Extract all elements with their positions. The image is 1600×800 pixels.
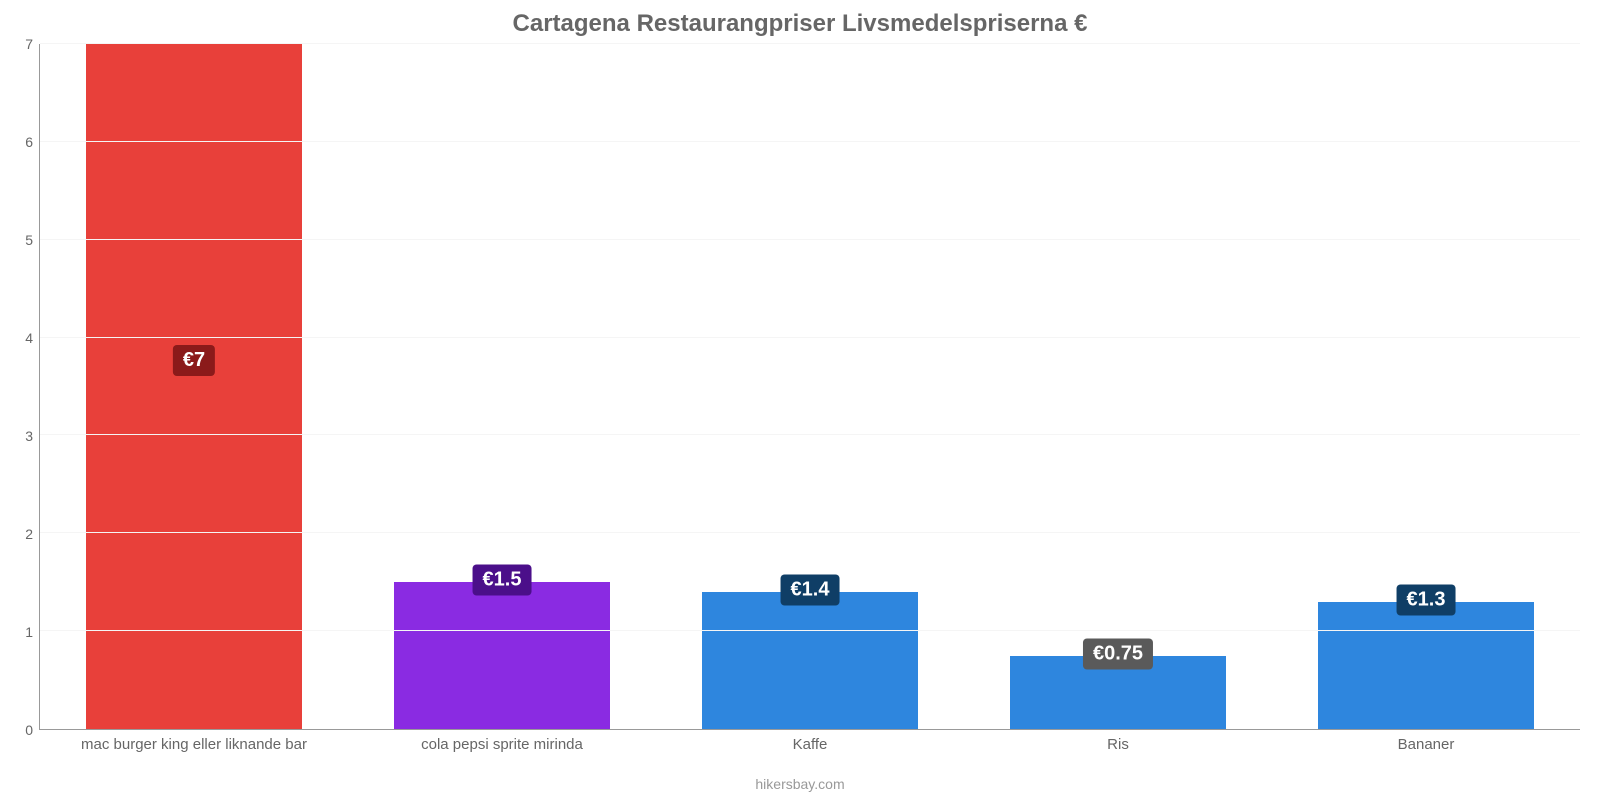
bar-value-label: €0.75 bbox=[1083, 638, 1153, 669]
chart-title: Cartagena Restaurangpriser Livsmedelspri… bbox=[0, 0, 1600, 44]
x-tick: Bananer bbox=[1272, 730, 1580, 776]
bars-layer: €7 €1.5 €1.4 €0.75 €1.3 bbox=[40, 44, 1580, 729]
bar-value-label: €7 bbox=[173, 345, 215, 376]
x-tick: Kaffe bbox=[656, 730, 964, 776]
y-tick: 6 bbox=[25, 134, 33, 150]
gridline bbox=[40, 43, 1580, 44]
bar: €1.5 bbox=[394, 582, 610, 729]
chart-footer: hikersbay.com bbox=[0, 776, 1600, 800]
gridline bbox=[40, 434, 1580, 435]
bar-slot: €1.5 bbox=[348, 44, 656, 729]
y-tick: 1 bbox=[25, 624, 33, 640]
y-tick: 0 bbox=[25, 722, 33, 738]
y-tick: 2 bbox=[25, 526, 33, 542]
x-tick: Ris bbox=[964, 730, 1272, 776]
bar-slot: €1.3 bbox=[1272, 44, 1580, 729]
bar-value-label: €1.5 bbox=[473, 565, 532, 596]
gridline bbox=[40, 337, 1580, 338]
bar-value-label: €1.4 bbox=[781, 575, 840, 606]
bar-value-label: €1.3 bbox=[1397, 584, 1456, 615]
x-tick: cola pepsi sprite mirinda bbox=[348, 730, 656, 776]
y-tick: 5 bbox=[25, 232, 33, 248]
gridline bbox=[40, 239, 1580, 240]
plot-wrapper: 01234567 €7€1.5€1.4€0.75€1.3 bbox=[0, 44, 1600, 730]
price-bar-chart: Cartagena Restaurangpriser Livsmedelspri… bbox=[0, 0, 1600, 800]
gridline bbox=[40, 141, 1580, 142]
bar-slot: €1.4 bbox=[656, 44, 964, 729]
y-axis: 01234567 bbox=[0, 44, 40, 730]
y-tick: 3 bbox=[25, 428, 33, 444]
plot-area: €7 €1.5 €1.4 €0.75 €1.3 bbox=[40, 44, 1580, 730]
gridline bbox=[40, 630, 1580, 631]
y-tick: 4 bbox=[25, 330, 33, 346]
bar-slot: €7 bbox=[40, 44, 348, 729]
bar: €1.3 bbox=[1318, 602, 1534, 729]
bar: €7 bbox=[86, 44, 302, 729]
x-axis: mac burger king eller liknande barcola p… bbox=[0, 730, 1600, 776]
y-tick: 7 bbox=[25, 36, 33, 52]
bar: €0.75 bbox=[1010, 656, 1226, 729]
bar: €1.4 bbox=[702, 592, 918, 729]
bar-slot: €0.75 bbox=[964, 44, 1272, 729]
gridline bbox=[40, 532, 1580, 533]
x-tick: mac burger king eller liknande bar bbox=[40, 730, 348, 776]
